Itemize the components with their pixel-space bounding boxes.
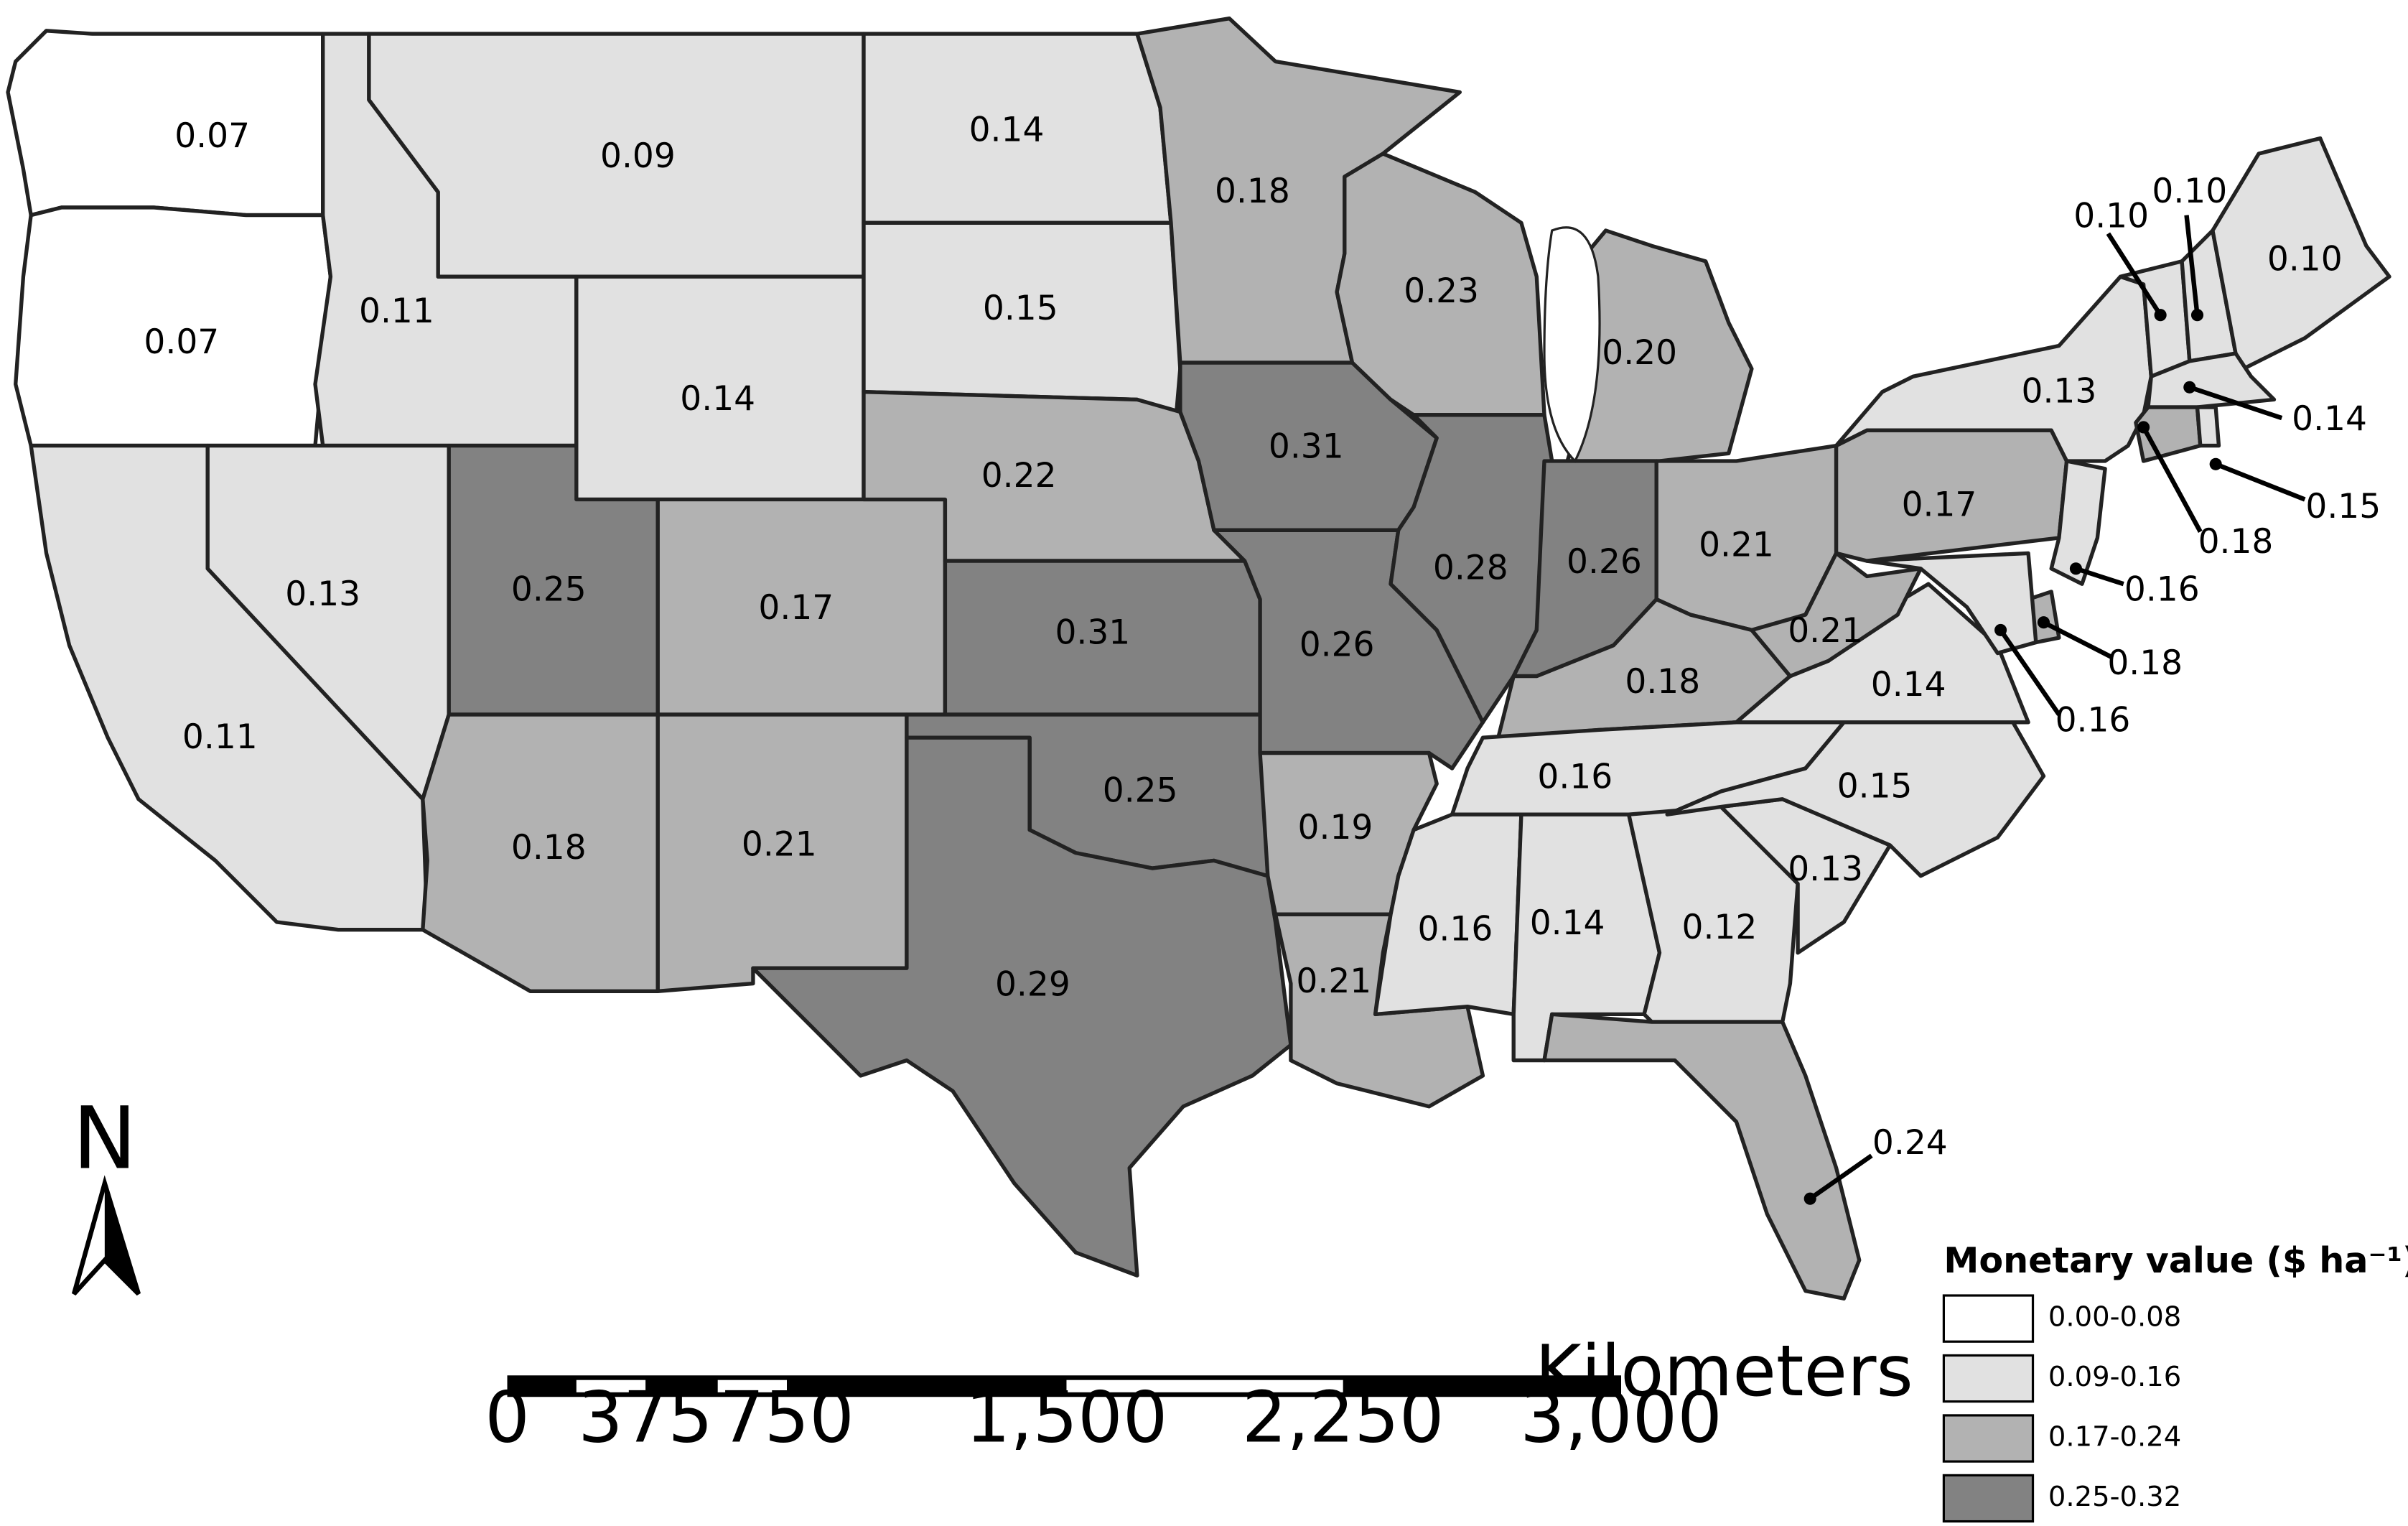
lake-michigan (1543, 226, 1601, 463)
state-value-label-TX: 0.29 (995, 964, 1070, 1004)
legend-label: 0.17-0.24 (2048, 1421, 2181, 1453)
state-value-label-OH: 0.21 (1699, 525, 1774, 564)
state-CT (2134, 405, 2203, 463)
scale-tick: 750 (719, 1377, 854, 1458)
state-value-label-PA: 0.17 (1902, 485, 1977, 525)
state-value-label-OR: 0.07 (144, 322, 219, 362)
state-value-label-WI: 0.23 (1404, 271, 1479, 311)
state-value-label-IL: 0.28 (1433, 548, 1508, 587)
legend-swatch (1942, 1414, 2035, 1463)
legend-label: 0.09-0.16 (2048, 1361, 2181, 1393)
state-value-label-ID: 0.11 (359, 292, 434, 331)
scale-tick: 2,250 (1242, 1377, 1445, 1458)
state-value-label-NH: 0.10 (2152, 172, 2227, 211)
state-NJ (2049, 459, 2107, 586)
state-value-label-WY: 0.14 (680, 379, 755, 419)
state-value-label-SC: 0.13 (1788, 850, 1863, 889)
state-value-label-NY: 0.13 (2022, 371, 2097, 411)
state-value-label-LA: 0.21 (1296, 962, 1371, 1001)
scale-tick: 1,500 (966, 1377, 1168, 1458)
state-value-label-CO: 0.17 (758, 588, 834, 628)
state-value-label-WA: 0.07 (174, 116, 250, 156)
state-value-label-DE: 0.18 (2107, 643, 2183, 683)
state-value-label-KY: 0.18 (1625, 662, 1700, 702)
state-value-label-NE: 0.22 (981, 456, 1057, 496)
state-value-label-ME: 0.10 (2267, 239, 2343, 279)
state-value-label-NM: 0.21 (742, 825, 817, 865)
state-value-label-AR: 0.19 (1298, 808, 1373, 847)
scale-tick: 375 (578, 1377, 713, 1458)
state-value-label-TN: 0.16 (1537, 757, 1613, 796)
state-value-label-NJ: 0.16 (2124, 569, 2200, 609)
state-value-label-RI: 0.15 (2305, 487, 2381, 526)
state-value-label-UT: 0.25 (511, 569, 587, 609)
legend-title: Monetary value ($ ha⁻¹) (1943, 1239, 2408, 1281)
legend-swatch (1942, 1474, 2035, 1523)
state-value-label-NV: 0.13 (285, 574, 360, 614)
state-RI (2195, 405, 2221, 448)
legend-label: 0.25-0.32 (2048, 1481, 2181, 1513)
state-TX (751, 735, 1293, 1278)
scale-unit: Kilometers (1535, 1331, 1913, 1413)
legend-label: 0.00-0.08 (2048, 1301, 2181, 1334)
legend-swatch (1942, 1294, 2035, 1343)
state-FL (1542, 1012, 1862, 1301)
scale-bar: Kilometers 0 375 750 1,500 2,250 3,000 (485, 1331, 1913, 1458)
state-value-label-MT: 0.09 (600, 136, 676, 176)
state-value-label-MI: 0.20 (1602, 333, 1677, 373)
state-MD (1865, 551, 2038, 656)
state-value-label-SD: 0.15 (983, 289, 1058, 328)
state-polygons (6, 17, 2391, 1301)
state-value-label-AZ: 0.18 (511, 828, 587, 867)
state-value-label-AL: 0.14 (1530, 903, 1605, 943)
state-value-label-CA: 0.11 (182, 717, 258, 757)
state-labels: 0.07 0.07 0.11 0.11 0.13 0.09 0.14 0.25 0.18 0.17… (144, 111, 2381, 1163)
state-value-label-WV: 0.21 (1788, 611, 1863, 651)
state-value-label-NC: 0.15 (1837, 766, 1913, 806)
state-value-label-OK: 0.25 (1103, 771, 1178, 811)
state-value-label-GA: 0.12 (1682, 908, 1758, 947)
state-value-label-MO: 0.26 (1299, 625, 1375, 664)
legend-swatch (1942, 1354, 2035, 1403)
state-value-label-MS: 0.16 (1417, 909, 1493, 949)
scale-tick: 3,000 (1520, 1377, 1722, 1458)
state-value-label-IA: 0.31 (1269, 427, 1344, 466)
state-value-label-VA: 0.14 (1871, 665, 1946, 704)
state-value-label-MN: 0.18 (1215, 172, 1290, 211)
state-value-label-ND: 0.14 (969, 111, 1045, 150)
state-NC (1665, 720, 2046, 878)
leader-lines (1803, 215, 2306, 1205)
scale-tick: 0 (485, 1377, 530, 1458)
state-value-label-MA: 0.14 (2292, 399, 2367, 439)
north-arrow: N (71, 1089, 141, 1296)
state-value-label-CT: 0.18 (2198, 522, 2274, 562)
state-value-label-FL: 0.24 (1872, 1123, 1948, 1163)
state-value-label-KS: 0.31 (1055, 613, 1130, 652)
north-label: N (73, 1089, 137, 1188)
state-WA (6, 29, 325, 218)
legend: Monetary value ($ ha⁻¹) 0.00-0.08 0.09-0.… (1942, 1239, 2408, 1523)
state-value-label-VT: 0.10 (2073, 196, 2149, 236)
state-value-label-MD: 0.16 (2055, 700, 2131, 740)
state-value-label-IN: 0.26 (1567, 542, 1642, 582)
